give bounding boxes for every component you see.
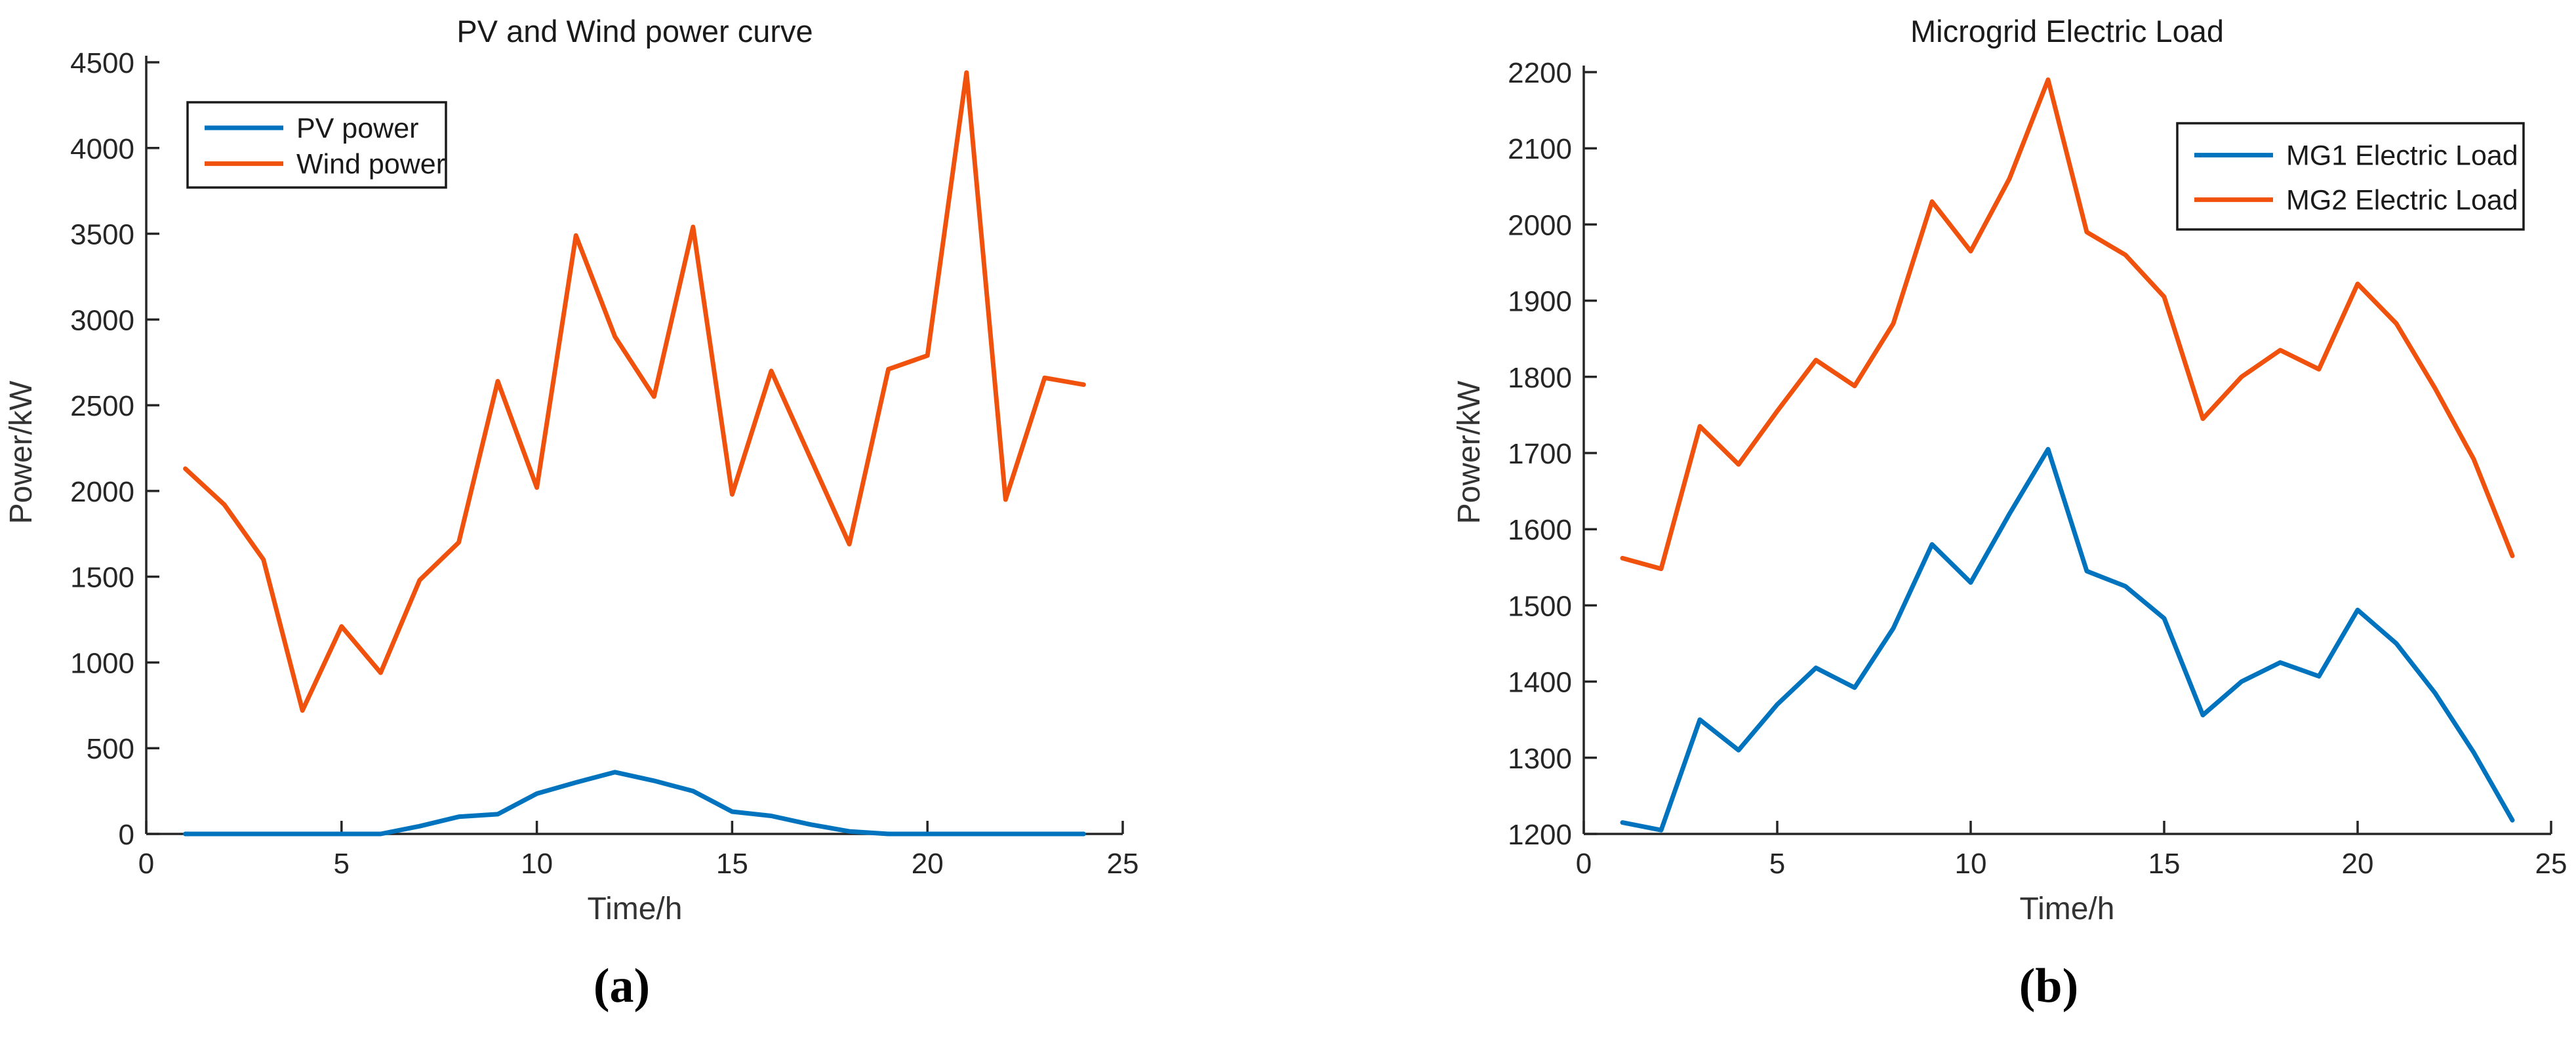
series-line-mg1-electric-load [1620, 446, 2515, 833]
y-tick-label: 3000 [70, 304, 134, 336]
y-tick-label: 1200 [1508, 819, 1572, 851]
legend-label: Wind power [296, 149, 445, 180]
chart-title: Microgrid Electric Load [1910, 14, 2224, 49]
y-tick-label: 1900 [1508, 286, 1572, 318]
x-tick-label: 25 [1107, 848, 1139, 880]
y-tick-label: 2500 [70, 390, 134, 422]
x-tick-label: 0 [1576, 848, 1592, 880]
y-tick-label: 3500 [70, 219, 134, 251]
legend-label: MG2 Electric Load [2286, 185, 2518, 216]
x-tick-label: 15 [716, 848, 748, 880]
y-tick-label: 2100 [1508, 133, 1572, 165]
subfigure-label-b: (b) [2019, 959, 2079, 1013]
series [183, 70, 1086, 837]
x-tick-label: 5 [334, 848, 350, 880]
series [1620, 77, 2515, 833]
x-tick-label: 0 [138, 848, 154, 880]
y-tick-label: 4500 [70, 47, 134, 79]
y-tick-label: 1700 [1508, 438, 1572, 470]
y-tick-label: 500 [87, 733, 134, 765]
legend: MG1 Electric Load MG2 Electric Load [2176, 122, 2525, 231]
y-tick-label: 1000 [70, 647, 134, 679]
left-panel: PV and Wind power curve Power/kW Time/h … [4, 14, 1138, 1013]
x-tick-label: 10 [1955, 848, 1987, 880]
x-tick-label: 25 [2535, 848, 2567, 880]
y-tick-label: 1400 [1508, 667, 1572, 699]
chart-title: PV and Wind power curve [456, 14, 813, 49]
y-tick-label: 0 [119, 819, 134, 851]
axes: 0 5 10 15 20 25 0 500 1000 1500 2000 2500 3000 3500 40… [70, 47, 1138, 880]
y-tick-label: 1600 [1508, 514, 1572, 546]
y-tick-label: 2000 [1508, 209, 1572, 241]
legend: PV power Wind power [186, 101, 447, 189]
y-tick-label: 4000 [70, 133, 134, 165]
legend-label: MG1 Electric Load [2286, 140, 2518, 172]
y-axis-label: Power/kW [1452, 380, 1487, 524]
subfigure-label-a: (a) [593, 959, 651, 1013]
x-tick-label: 20 [912, 848, 944, 880]
y-tick-label: 1800 [1508, 362, 1572, 394]
y-tick-label: 1500 [70, 562, 134, 594]
series-line-wind-power [183, 70, 1086, 713]
legend-box [2176, 122, 2525, 231]
x-tick-label: 20 [2342, 848, 2374, 880]
y-tick-label: 1500 [1508, 590, 1572, 622]
x-tick-label: 15 [2148, 848, 2181, 880]
axes: 0 5 10 15 20 25 1200 1300 1400 1500 1600 1700 1800 19… [1508, 57, 2567, 880]
legend-label: PV power [296, 113, 418, 144]
right-panel: Microgrid Electric Load Power/kW Time/h … [1288, 0, 2576, 1047]
y-tick-label: 2000 [70, 476, 134, 508]
microgrid-load-chart: Microgrid Electric Load Power/kW Time/h … [1452, 14, 2567, 926]
x-tick-label: 5 [1769, 848, 1785, 880]
y-tick-label: 2200 [1508, 57, 1572, 89]
pv-wind-chart: PV and Wind power curve Power/kW Time/h … [4, 14, 1138, 926]
x-tick-label: 10 [521, 848, 553, 880]
series-line-pv-power [183, 770, 1086, 837]
x-axis-label: Time/h [588, 892, 683, 926]
legend-box [186, 101, 447, 189]
series-line-mg2-electric-load [1620, 77, 2515, 572]
y-axis-label: Power/kW [4, 380, 39, 524]
y-tick-label: 1300 [1508, 743, 1572, 775]
x-axis-label: Time/h [2020, 892, 2115, 926]
